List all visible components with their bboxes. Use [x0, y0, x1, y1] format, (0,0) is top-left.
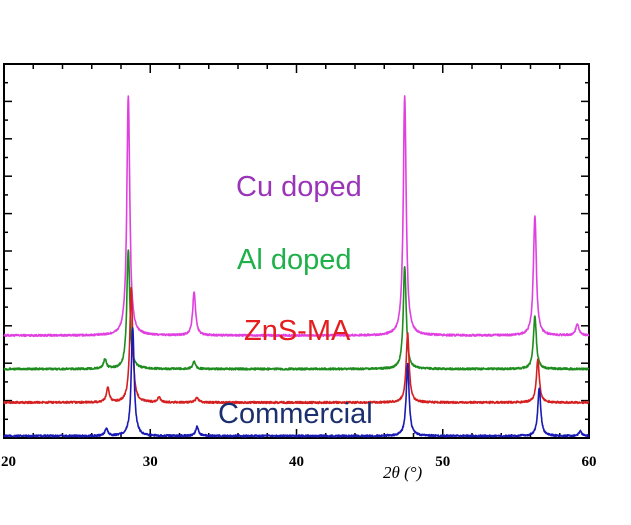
x-tick-label: 30: [143, 454, 158, 470]
x-tick-label: 50: [435, 454, 450, 470]
x-tick-label: 20: [1, 454, 16, 470]
series-line-zns-ma: [3, 286, 590, 405]
label-commercial: Commercial: [218, 398, 373, 430]
series-curves: [3, 95, 590, 438]
axis-ticks: [3, 63, 590, 439]
series-line-commercial: [3, 327, 590, 438]
x-tick-label: 40: [289, 454, 304, 470]
label-al-doped: Al doped: [237, 244, 352, 276]
series-line-al-doped: [3, 249, 590, 371]
x-axis-title: 2θ (°): [383, 463, 423, 482]
x-tick-labels: 20 30 40 50 60: [1, 454, 597, 470]
x-tick-label: 60: [582, 454, 597, 470]
series-line-cu-doped: [3, 95, 590, 338]
label-cu-doped: Cu doped: [236, 171, 362, 203]
label-zns-ma: ZnS-MA: [244, 315, 351, 347]
